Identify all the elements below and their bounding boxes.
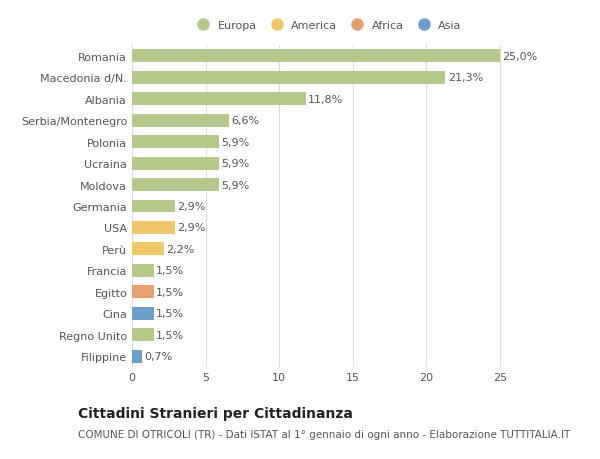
- Text: 0,7%: 0,7%: [145, 352, 173, 362]
- Text: 2,9%: 2,9%: [177, 223, 205, 233]
- Text: 5,9%: 5,9%: [221, 137, 249, 147]
- Text: 1,5%: 1,5%: [156, 287, 184, 297]
- Legend: Europa, America, Africa, Asia: Europa, America, Africa, Asia: [188, 16, 466, 35]
- Bar: [132, 350, 142, 363]
- Bar: [132, 200, 175, 213]
- Bar: [132, 114, 229, 127]
- Text: 2,2%: 2,2%: [167, 244, 195, 254]
- Bar: [132, 179, 219, 191]
- Bar: [132, 307, 154, 320]
- Text: 25,0%: 25,0%: [502, 51, 538, 62]
- Text: Cittadini Stranieri per Cittadinanza: Cittadini Stranieri per Cittadinanza: [78, 406, 353, 420]
- Bar: [132, 72, 445, 84]
- Text: COMUNE DI OTRICOLI (TR) - Dati ISTAT al 1° gennaio di ogni anno - Elaborazione T: COMUNE DI OTRICOLI (TR) - Dati ISTAT al …: [78, 429, 570, 439]
- Bar: [132, 264, 154, 277]
- Text: 11,8%: 11,8%: [308, 95, 343, 105]
- Bar: [132, 243, 164, 256]
- Bar: [132, 329, 154, 341]
- Bar: [132, 93, 305, 106]
- Text: 1,5%: 1,5%: [156, 330, 184, 340]
- Text: 1,5%: 1,5%: [156, 308, 184, 319]
- Text: 6,6%: 6,6%: [232, 116, 259, 126]
- Bar: [132, 50, 500, 63]
- Bar: [132, 136, 219, 149]
- Text: 1,5%: 1,5%: [156, 266, 184, 276]
- Text: 5,9%: 5,9%: [221, 180, 249, 190]
- Text: 2,9%: 2,9%: [177, 202, 205, 212]
- Bar: [132, 286, 154, 299]
- Text: 5,9%: 5,9%: [221, 159, 249, 169]
- Bar: [132, 222, 175, 235]
- Text: 21,3%: 21,3%: [448, 73, 483, 83]
- Bar: [132, 157, 219, 170]
